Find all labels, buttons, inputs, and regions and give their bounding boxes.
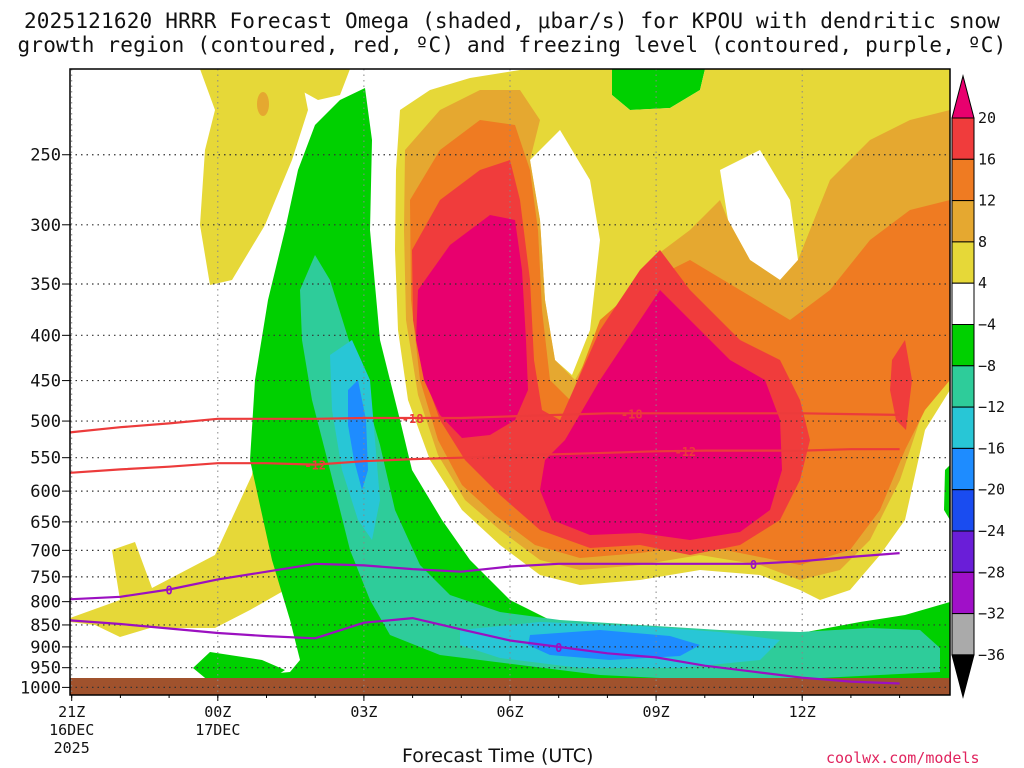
- omega-fill-4-left-upper2: [255, 69, 350, 100]
- colorbar-label-10: −24: [978, 522, 1005, 540]
- omega-fill-16-right-spot: [890, 340, 912, 430]
- colorbar-bottom-arrow: [951, 654, 975, 699]
- dgz-contour-minus12: [69, 448, 900, 474]
- x-tick-label-12Z: 12Z: [789, 703, 816, 721]
- colorbar-swatch-12: [951, 571, 975, 615]
- y-tick-label-1000: 1000: [20, 678, 61, 698]
- colorbar-swatch-6: [951, 324, 975, 367]
- omega-fill-neg4-band: [70, 88, 950, 695]
- x-tick-label-00Z: 00Z: [204, 703, 231, 721]
- colorbar-swatch-7: [951, 365, 975, 408]
- freezing-contour-lower-label-0: 0: [555, 641, 562, 655]
- colorbar-swatch-9: [951, 447, 975, 491]
- colorbar-label-4: 4: [978, 274, 987, 292]
- colorbar-swatch-11: [951, 530, 975, 573]
- omega-fill-neg4-lower-left: [193, 652, 285, 682]
- omega-fill-white-notch-1: [530, 130, 600, 375]
- y-axis-ticks: 2503003504004505005506006507007508008509…: [20, 146, 70, 698]
- dgz-contour-minus12-label-0: -12: [304, 459, 326, 473]
- colorbar-label-6: −8: [978, 357, 996, 375]
- x-tick-date-21Z: 16DEC: [49, 721, 94, 739]
- freezing-contour-upper-label-1: 0: [750, 558, 757, 572]
- omega-fill-20-core-right: [540, 290, 782, 540]
- omega-fill-neg4-right: [944, 465, 950, 520]
- dgz-contour-minus12-label-1: -12: [674, 445, 696, 459]
- colorbar-label-0: 20: [978, 109, 996, 127]
- colorbar-swatch-4: [951, 241, 975, 284]
- x-tick-date-00Z: 17DEC: [195, 721, 240, 739]
- x-tick-label-21Z: 21Z: [58, 703, 85, 721]
- credit-link[interactable]: coolwx.com/models: [826, 749, 980, 767]
- colorbar-label-5: −4: [978, 316, 996, 334]
- y-tick-label-450: 450: [30, 372, 61, 392]
- omega-fill-20-core-left: [416, 215, 528, 438]
- colorbar: 20 16 12 8 4 −4 −8 −12 −16 −20 −24 −28 −32 −36: [951, 74, 1005, 699]
- omega-fill-neg16-core-upper: [348, 380, 368, 490]
- y-tick-label-600: 600: [30, 482, 61, 502]
- y-tick-label-850: 850: [30, 616, 61, 636]
- dgz-contour-minus18-label-0: -18: [402, 412, 424, 426]
- contour-lines: -18 -18 -12 -12 0 0 0: [69, 407, 900, 685]
- freezing-contour-upper: [70, 552, 900, 601]
- colorbar-label-13: −36: [978, 646, 1005, 664]
- colorbar-swatch-2: [951, 158, 975, 202]
- colorbar-swatch-8: [951, 406, 975, 449]
- omega-fill-neg8-band: [300, 255, 940, 680]
- colorbar-swatch-10: [951, 489, 975, 532]
- colorbar-label-1: 16: [978, 150, 996, 168]
- freezing-contour-upper-label-0: 0: [165, 583, 172, 597]
- omega-fill-white-notch-2: [720, 150, 798, 280]
- y-tick-label-550: 550: [30, 449, 61, 469]
- freezing-contour-lower: [69, 616, 900, 685]
- y-tick-label-900: 900: [30, 638, 61, 658]
- x-tick-label-09Z: 09Z: [643, 703, 670, 721]
- x-tick-label-03Z: 03Z: [350, 703, 377, 721]
- y-tick-label-400: 400: [30, 326, 61, 346]
- omega-fill-4-left-upper: [200, 69, 308, 285]
- x-tick-year-21Z: 2025: [54, 739, 90, 757]
- y-tick-label-350: 350: [30, 275, 61, 295]
- omega-fill-neg16-core-lower: [528, 630, 700, 660]
- colorbar-swatch-3: [951, 200, 975, 243]
- chart-title-line2: growth region (contoured, red, ºC) and f…: [17, 33, 1007, 57]
- dgz-contour-minus18: [69, 412, 900, 434]
- y-tick-label-750: 750: [30, 568, 61, 588]
- omega-fill-8-left-spot: [257, 92, 269, 116]
- dgz-contour-minus18-label-1: -18: [621, 407, 643, 421]
- omega-fill-neg4-top: [612, 69, 705, 110]
- y-tick-label-250: 250: [30, 146, 61, 166]
- colorbar-label-12: −32: [978, 605, 1005, 623]
- colorbar-label-11: −28: [978, 563, 1005, 581]
- y-tick-label-700: 700: [30, 541, 61, 561]
- colorbar-label-9: −20: [978, 481, 1005, 499]
- colorbar-swatch-5: [951, 282, 975, 326]
- x-axis-title: Forecast Time (UTC): [402, 745, 594, 767]
- y-tick-label-650: 650: [30, 513, 61, 533]
- y-tick-label-950: 950: [30, 659, 61, 679]
- colorbar-label-3: 8: [978, 233, 987, 251]
- y-tick-label-300: 300: [30, 216, 61, 236]
- omega-shading: [70, 69, 950, 695]
- grid-lines: [70, 69, 950, 695]
- colorbar-label-7: −12: [978, 398, 1005, 416]
- colorbar-top-arrow: [951, 74, 975, 119]
- colorbar-label-2: 12: [978, 192, 996, 210]
- y-tick-label-800: 800: [30, 593, 61, 613]
- colorbar-swatch-13: [951, 613, 975, 656]
- y-tick-label-500: 500: [30, 412, 61, 432]
- colorbar-swatch-1: [951, 117, 975, 160]
- colorbar-label-8: −16: [978, 439, 1005, 457]
- x-tick-label-06Z: 06Z: [496, 703, 523, 721]
- chart-title-line1: 2025121620 HRRR Forecast Omega (shaded, …: [23, 9, 1001, 33]
